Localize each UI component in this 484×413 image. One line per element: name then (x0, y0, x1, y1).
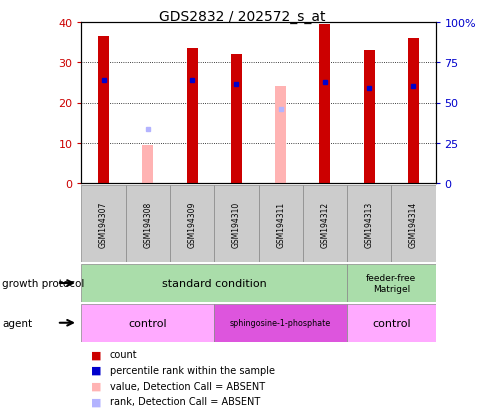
Text: GSM194310: GSM194310 (231, 201, 241, 247)
Text: percentile rank within the sample: percentile rank within the sample (109, 365, 274, 375)
Text: growth protocol: growth protocol (2, 278, 85, 288)
Text: GDS2832 / 202572_s_at: GDS2832 / 202572_s_at (159, 10, 325, 24)
Text: control: control (371, 318, 410, 328)
Bar (81, 186, 125, 262)
Bar (230, 55, 242, 184)
Text: count: count (109, 349, 137, 359)
Text: GSM194313: GSM194313 (364, 201, 373, 247)
Bar (169, 186, 214, 262)
Bar (81, 264, 346, 302)
Bar (142, 145, 153, 184)
Bar (302, 186, 346, 262)
Bar (98, 37, 109, 184)
Text: agent: agent (2, 318, 32, 328)
Text: standard condition: standard condition (162, 278, 266, 288)
Bar (346, 304, 435, 342)
Bar (81, 304, 214, 342)
Bar (407, 39, 418, 184)
Text: value, Detection Call = ABSENT: value, Detection Call = ABSENT (109, 381, 264, 391)
Text: GSM194309: GSM194309 (187, 201, 196, 247)
Bar (346, 186, 391, 262)
Bar (274, 87, 286, 184)
Bar (214, 304, 346, 342)
Text: rank, Detection Call = ABSENT: rank, Detection Call = ABSENT (109, 396, 259, 406)
Text: feeder-free
Matrigel: feeder-free Matrigel (365, 274, 416, 293)
Text: control: control (128, 318, 167, 328)
Text: GSM194312: GSM194312 (320, 201, 329, 247)
Bar (186, 49, 197, 184)
Text: GSM194311: GSM194311 (275, 201, 285, 247)
Bar (363, 51, 374, 184)
Bar (125, 186, 169, 262)
Bar (214, 186, 258, 262)
Text: sphingosine-1-phosphate: sphingosine-1-phosphate (229, 318, 331, 328)
Text: ■: ■ (91, 365, 102, 375)
Text: GSM194307: GSM194307 (99, 201, 108, 247)
Bar (258, 186, 302, 262)
Text: ■: ■ (91, 396, 102, 406)
Text: ■: ■ (91, 349, 102, 359)
Text: GSM194308: GSM194308 (143, 201, 152, 247)
Bar (391, 186, 435, 262)
Bar (318, 25, 330, 184)
Text: GSM194314: GSM194314 (408, 201, 417, 247)
Text: ■: ■ (91, 381, 102, 391)
Bar (346, 264, 435, 302)
